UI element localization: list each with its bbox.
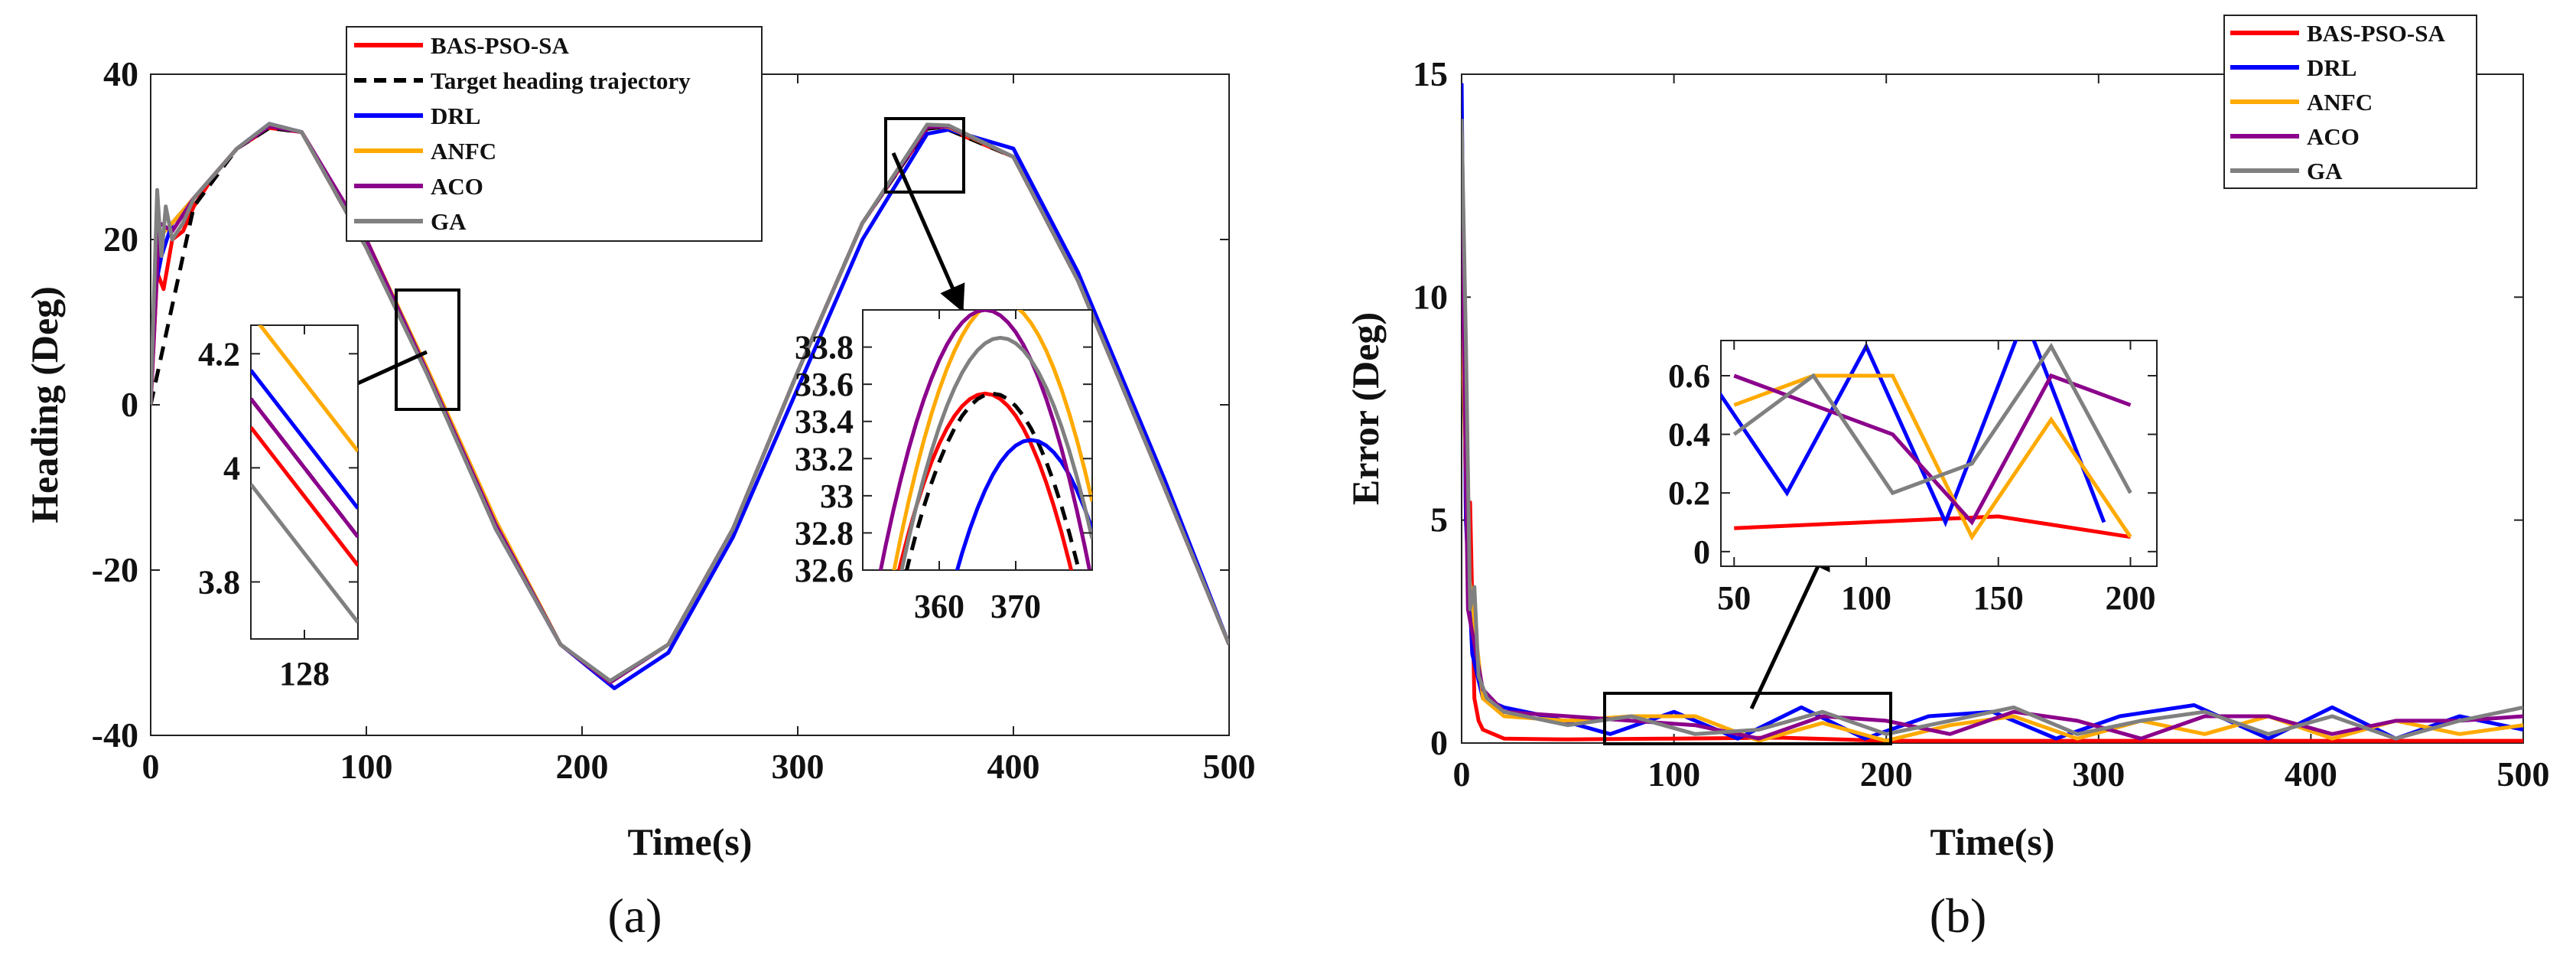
svg-text:DRL: DRL [431,103,480,129]
inset1-line-aco [251,397,358,539]
inset2-line-ga [899,335,1092,570]
x-tick-label: 400 [2285,755,2337,794]
inset1-line-drl [251,369,358,510]
y-tick-label: 15 [1413,54,1448,93]
x-tick-label: 0 [142,747,160,786]
series-line-anfc [1462,297,2523,743]
y-tick-label: 5 [1430,500,1448,539]
y-tick-label: 10 [1413,277,1448,316]
y-tick-label: 0 [1693,533,1710,571]
x-tick-label: 300 [2072,755,2125,794]
legend-a-item-anfc: ANFC [354,138,496,165]
y-tick-label: 0.4 [1668,416,1710,454]
svg-text:GA: GA [2307,158,2343,184]
legend-a-item-drl: DRL [354,103,480,129]
chart-b-xlabel: Time(s) [1930,820,2055,863]
x-tick-label: 100 [340,747,393,786]
inset2-line-anfc [892,310,1092,570]
svg-text:BAS-PSO-SA: BAS-PSO-SA [431,32,569,59]
y-tick-label: 20 [103,220,138,259]
inset2-line-drl [955,438,1092,570]
y-tick-label: -40 [92,715,138,755]
legend-a-item-aco: ACO [354,173,483,200]
series-line-ga [1462,119,2523,741]
inset1-line-anfc [257,325,358,453]
chart-b-caption: (b) [1930,888,1987,943]
inset2-line-aco [878,310,1092,570]
x-tick-label: 150 [1973,579,2024,617]
legend-b-item-ga: GA [2230,158,2343,184]
y-tick-label: 33.8 [795,329,854,367]
chart-a-zoom-box-2 [884,117,965,194]
x-tick-label: 500 [1203,747,1256,786]
x-tick-label: 50 [1717,579,1751,617]
x-tick-label: 100 [1647,755,1700,794]
y-tick-label: 33.2 [795,440,854,477]
inset1-line-bas-pso-sa [251,425,358,567]
inset3-line-bas-pso-sa [1734,514,2131,539]
y-tick-label: 0.6 [1668,357,1710,395]
chart-b-ylabel: Error (Deg) [1344,312,1387,505]
svg-text:BAS-PSO-SA: BAS-PSO-SA [2307,20,2445,47]
x-tick-label: 200 [1860,755,1913,794]
chart-a-zoom-box-1 [395,288,460,411]
legend-b-item-aco: ACO [2230,123,2360,150]
svg-text:DRL: DRL [2307,54,2356,81]
legend-b-item-bas-pso-sa: BAS-PSO-SA [2230,20,2445,47]
x-tick-label: 128 [279,655,330,693]
chart-a-legend: BAS-PSO-SA Target heading trajectory DRL… [346,26,763,242]
x-tick-label: 370 [990,588,1041,625]
legend-a-item-target: Target heading trajectory [354,67,691,94]
inset3-line-ga [1732,342,2132,496]
legend-b-item-drl: DRL [2230,54,2356,81]
chart-a-inset-1 [250,324,359,640]
svg-text:ANFC: ANFC [431,138,496,165]
chart-a-arrow-2 [891,152,965,313]
y-tick-label: 33.4 [795,403,854,441]
y-tick-label: 0 [1430,723,1448,762]
legend-a-item-ga: GA [354,208,467,235]
svg-text:ACO: ACO [431,173,483,200]
x-tick-label: 100 [1841,579,1891,617]
svg-text:GA: GA [431,208,467,235]
y-tick-label: 0.2 [1668,474,1710,512]
x-tick-label: 200 [556,747,609,786]
y-tick-label: 32.6 [795,552,854,589]
x-tick-label: 300 [772,747,825,786]
svg-text:ANFC: ANFC [2307,89,2373,116]
y-tick-label: 3.8 [198,563,240,601]
y-tick-label: 0 [121,385,138,424]
y-tick-label: 40 [103,54,138,93]
inset3-line-drl [1721,341,2106,527]
chart-b-zoom-box [1603,692,1892,745]
inset1-line-ga [251,483,358,624]
x-tick-label: 200 [2105,579,2155,617]
y-tick-label: 4 [223,449,240,487]
x-tick-label: 0 [1453,755,1471,794]
chart-a-ylabel: Heading (Deg) [23,286,66,523]
svg-text:Target heading trajectory: Target heading trajectory [431,67,691,94]
y-tick-label: 33 [820,477,854,515]
y-tick-label: 32.8 [795,514,854,552]
x-tick-label: 400 [987,747,1040,786]
x-tick-label: 360 [914,588,964,625]
inset3-line-anfc [1733,373,2132,541]
chart-a: 0 100 200 300 400 500 -40 -20 0 20 40 Heading (Deg… [23,26,1256,943]
legend-b-item-anfc: ANFC [2230,89,2373,116]
y-tick-label: 33.6 [795,366,854,403]
chart-a-caption: (a) [607,888,662,943]
series-line-ga [151,122,1229,683]
chart-b-arrow [1749,542,1830,710]
chart-a-xlabel: Time(s) [628,820,753,863]
svg-text:ACO: ACO [2307,123,2360,150]
y-tick-label: 4.2 [198,335,240,373]
chart-b-legend: BAS-PSO-SA DRL ANFC ACO GA [2223,15,2477,189]
inset2-line-target-heading-trajectory [904,391,1081,570]
y-tick-label: -20 [92,550,138,589]
x-tick-label: 500 [2497,755,2550,794]
legend-a-item-bas-pso-sa: BAS-PSO-SA [354,32,569,59]
